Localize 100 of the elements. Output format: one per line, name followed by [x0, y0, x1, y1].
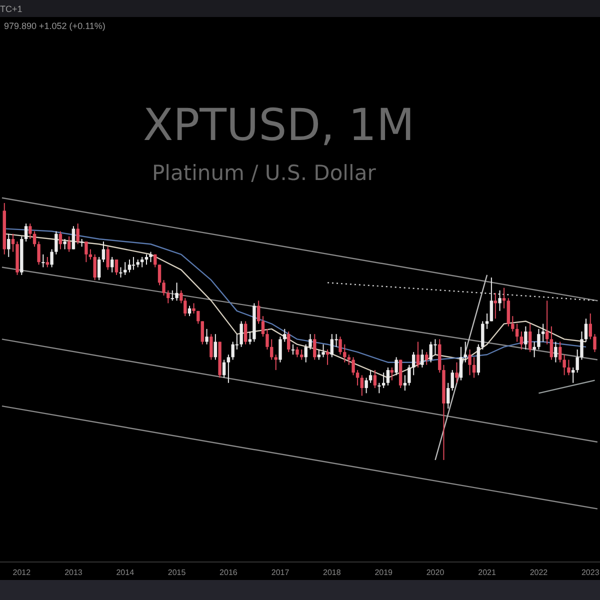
- candlestick: [244, 320, 248, 345]
- candlestick: [72, 226, 76, 250]
- candlestick: [54, 230, 58, 255]
- x-tick-label: 2018: [323, 568, 342, 577]
- chart-title: XPTUSD, 1M: [143, 100, 414, 151]
- candlestick: [502, 287, 506, 309]
- candlestick: [63, 238, 66, 250]
- candlestick: [205, 328, 208, 345]
- candlestick: [67, 236, 71, 252]
- candlestick: [278, 336, 282, 363]
- candlestick: [287, 331, 290, 353]
- candlestick: [119, 266, 122, 278]
- candlestick: [50, 248, 54, 268]
- x-tick-label: 2021: [478, 568, 496, 577]
- candlestick: [226, 354, 230, 384]
- candlestick: [124, 262, 127, 276]
- candlestick: [24, 223, 28, 242]
- x-tick-label: 2012: [12, 568, 32, 577]
- candlestick: [166, 290, 170, 304]
- candlestick: [506, 298, 510, 327]
- candlestick: [356, 370, 360, 386]
- candlestick: [542, 323, 545, 342]
- candlestick: [468, 348, 472, 376]
- candlestick: [347, 354, 351, 366]
- candlestick: [537, 328, 540, 350]
- candlestick: [343, 344, 346, 363]
- candlestick: [511, 316, 514, 332]
- candlestick: [149, 251, 152, 263]
- candlestick: [144, 254, 148, 266]
- x-tick-label: 2020: [426, 568, 445, 577]
- candlestick: [562, 354, 566, 376]
- candlestick: [408, 364, 411, 386]
- candlestick: [110, 256, 114, 273]
- candlestick: [524, 326, 528, 350]
- candlestick: [390, 366, 394, 381]
- candlestick: [382, 372, 386, 389]
- candlestick: [97, 256, 101, 281]
- x-tick-label: 2022: [530, 568, 548, 577]
- candlestick: [412, 352, 416, 376]
- candlestick: [368, 370, 372, 384]
- candlestick: [378, 382, 381, 394]
- candlestick: [304, 344, 308, 363]
- candlestick: [558, 341, 562, 363]
- candlestick: [188, 305, 192, 317]
- candlestick: [154, 254, 157, 268]
- x-tick-label: 2015: [168, 568, 186, 577]
- candlestick: [132, 256, 136, 270]
- candlestick: [42, 254, 45, 268]
- candlestick: [364, 377, 368, 394]
- candlestick: [58, 230, 62, 250]
- candlestick: [46, 256, 50, 268]
- candlestick: [420, 348, 424, 368]
- candlestick: [231, 341, 234, 360]
- candlestick: [593, 334, 596, 353]
- candlestick: [498, 290, 502, 312]
- candlestick: [28, 223, 32, 240]
- candlestick: [464, 341, 467, 363]
- candlestick: [572, 366, 575, 384]
- candlestick: [330, 334, 334, 358]
- candlestick: [261, 316, 265, 338]
- candlestick: [158, 264, 162, 286]
- candlestick: [291, 344, 295, 356]
- candlestick: [214, 334, 218, 360]
- candlestick: [222, 359, 226, 378]
- candlestick: [360, 374, 364, 396]
- x-tick-label: 2023: [581, 568, 600, 577]
- candlestick: [192, 302, 196, 314]
- candlestick: [490, 277, 494, 322]
- candlestick: [338, 336, 342, 356]
- candlestick: [7, 233, 10, 258]
- candlestick: [210, 334, 213, 360]
- candlestick: [283, 328, 286, 342]
- candlestick: [352, 356, 355, 376]
- candlestick: [554, 341, 558, 363]
- candlestick: [515, 323, 519, 342]
- candlestick: [394, 356, 398, 376]
- candlestick: [162, 280, 166, 296]
- candlestick: [76, 223, 80, 245]
- candlestick: [494, 292, 497, 320]
- candlestick: [373, 370, 377, 389]
- candlestick: [11, 233, 15, 252]
- text: TC+1: [0, 4, 22, 14]
- candlestick: [425, 352, 428, 366]
- candlestick: [200, 320, 204, 345]
- candlestick: [472, 356, 476, 378]
- candlestick: [170, 290, 174, 302]
- candlestick: [274, 354, 278, 371]
- text: 979.890 +1.052 (+0.11%): [4, 21, 106, 31]
- candlestick: [266, 328, 269, 350]
- candlestick: [567, 359, 570, 376]
- candlestick: [88, 248, 92, 260]
- candlestick: [322, 344, 325, 358]
- candlestick: [485, 313, 489, 330]
- candlestick: [37, 241, 40, 266]
- candlestick: [481, 320, 484, 350]
- x-tick-label: 2017: [271, 568, 290, 577]
- candlestick: [459, 346, 463, 381]
- candlestick: [313, 334, 316, 360]
- candlestick: [114, 259, 118, 276]
- candlestick: [84, 241, 88, 263]
